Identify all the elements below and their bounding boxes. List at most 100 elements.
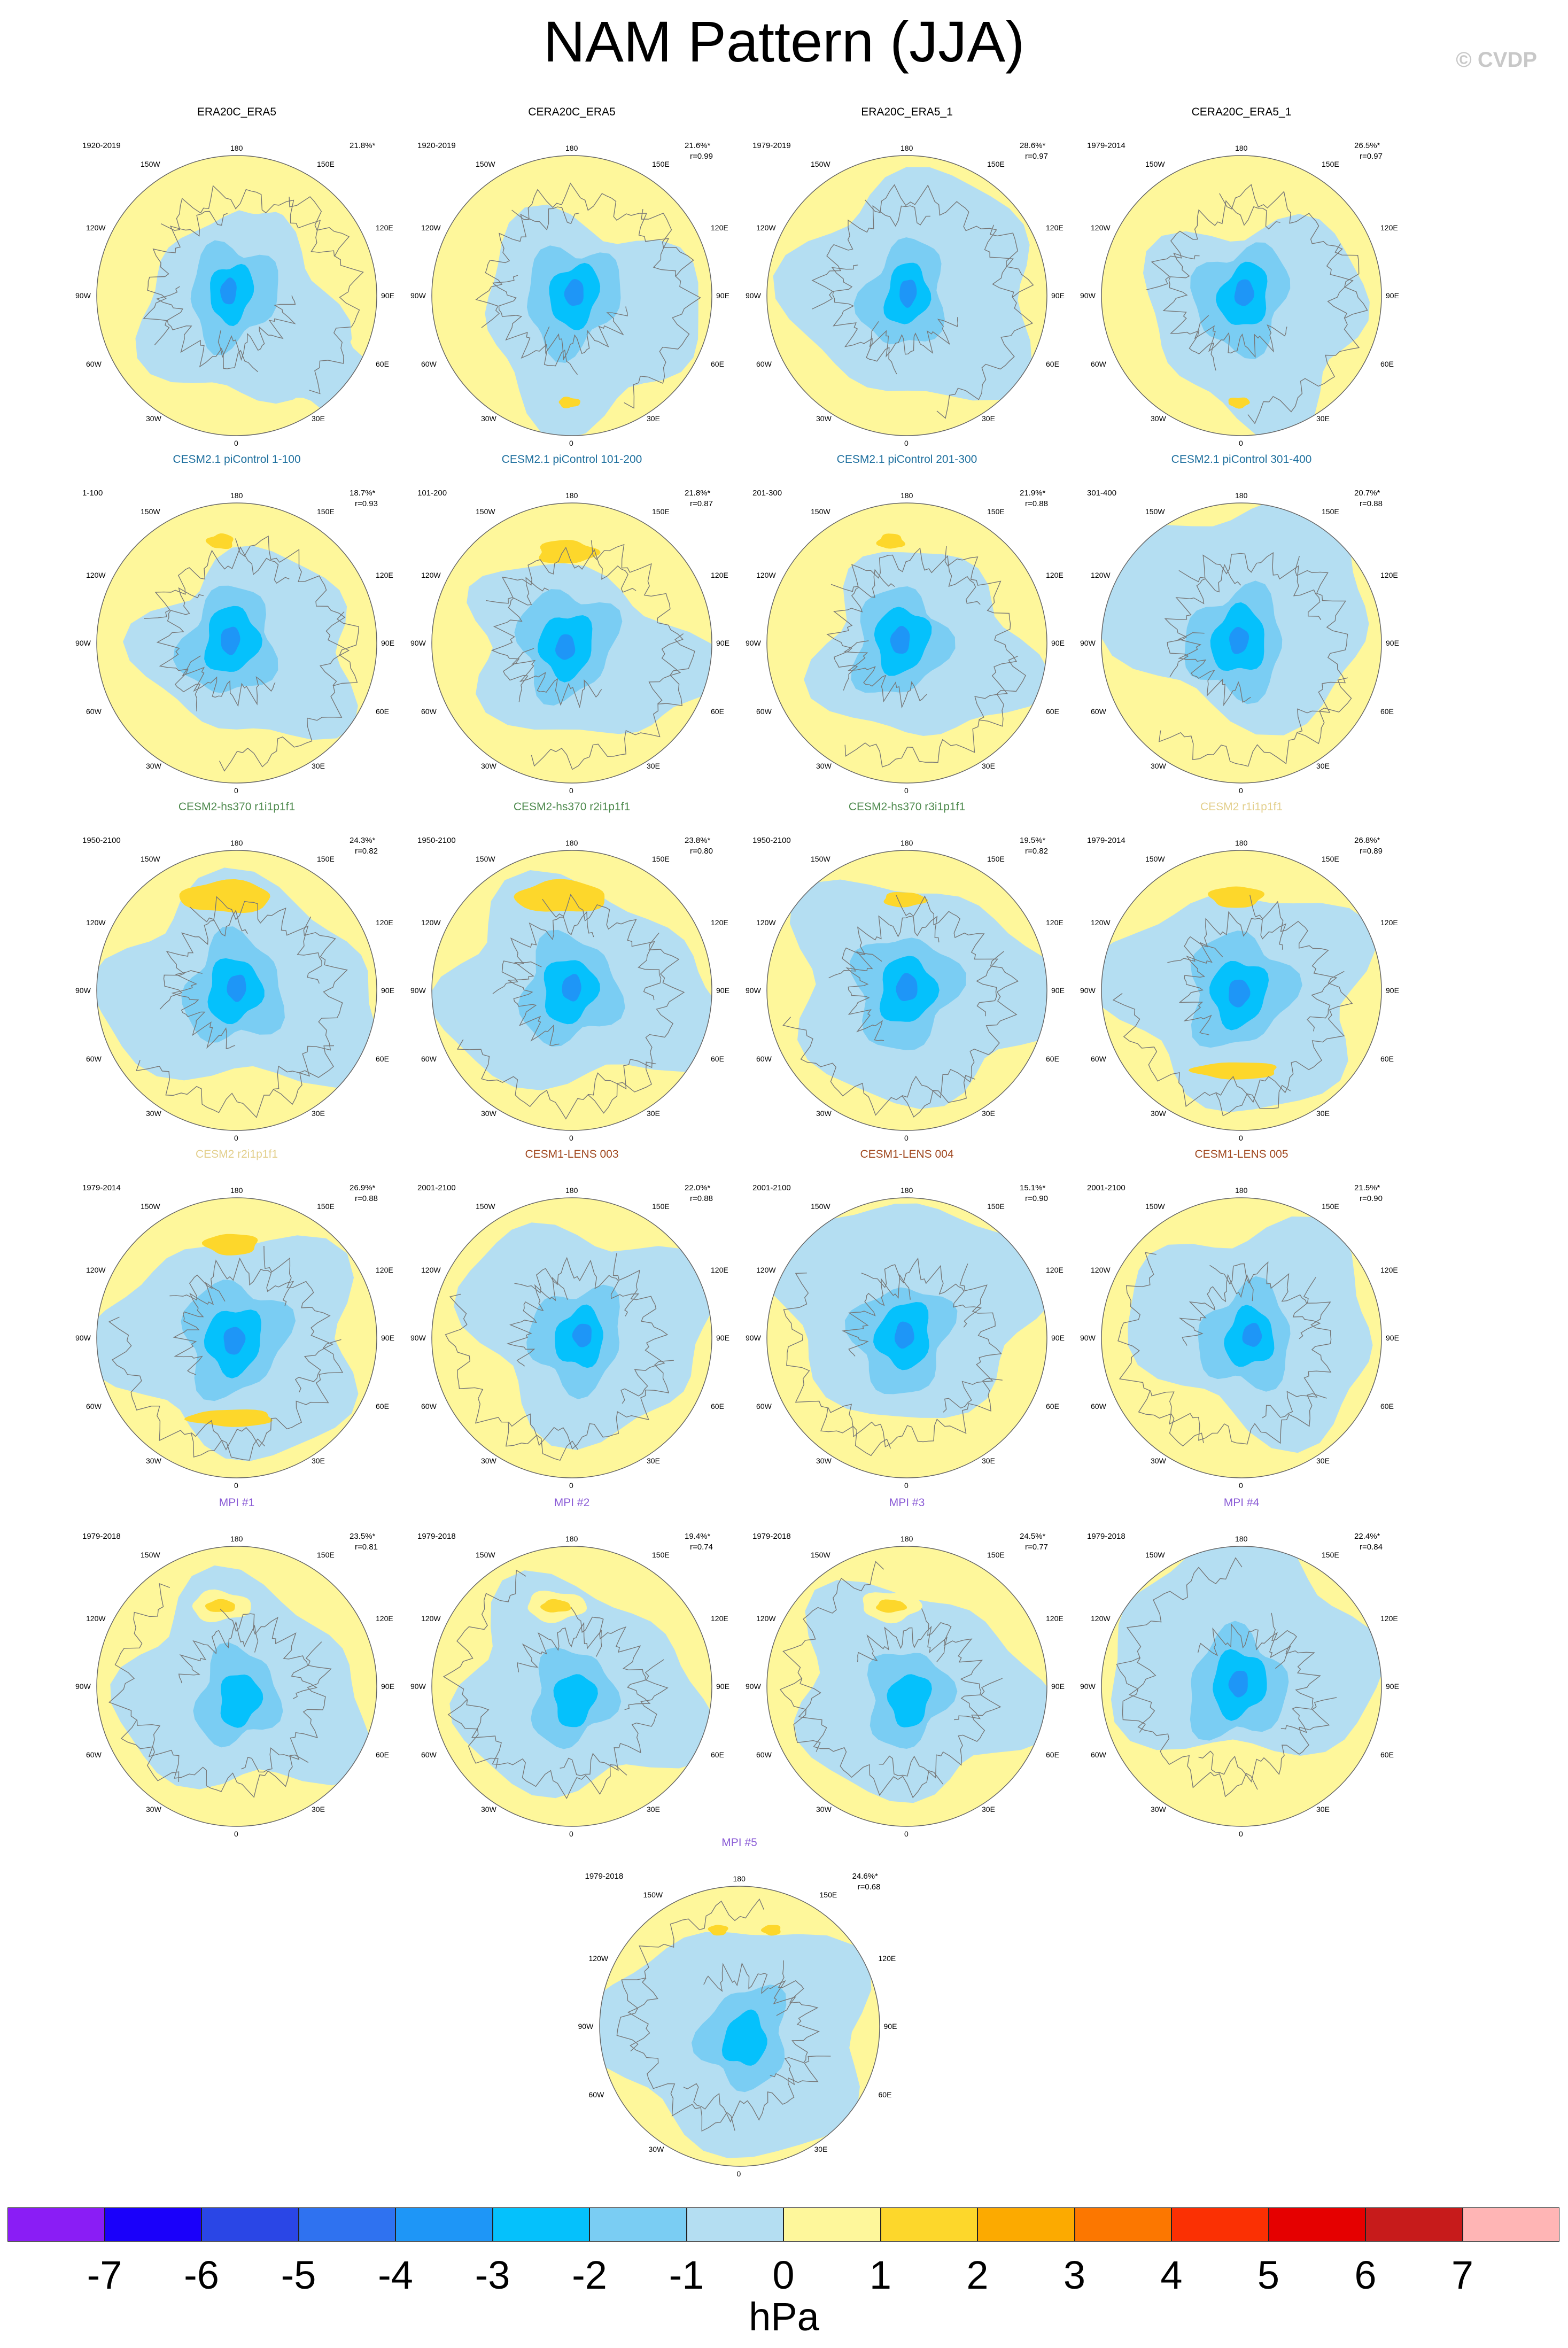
panel-variance-percent: 26.5%* [1354, 141, 1380, 150]
longitude-label: 30E [647, 1805, 660, 1814]
coastline [703, 1962, 796, 2016]
panel-title: ERA20C_ERA5 [197, 106, 277, 118]
longitude-label: 30E [1316, 1456, 1330, 1465]
panel-variance-percent: 21.5%* [1354, 1183, 1380, 1192]
longitude-label: 120W [588, 1954, 609, 1963]
longitude-label: 120E [376, 1266, 393, 1274]
positive-anomaly-contour [539, 540, 601, 563]
longitude-label: 150E [987, 1202, 1005, 1211]
map-panel: CESM2 r2i1p1f1 1979-2014 26.9%* r=0.88 180 0 9… [69, 1148, 404, 1490]
coastline [263, 1245, 333, 1393]
map-boundary [766, 1546, 1047, 1827]
panel-period: 1979-2018 [752, 1532, 791, 1541]
panel-title: CESM1-LENS 005 [1194, 1148, 1288, 1160]
panel-title: ERA20C_ERA5_1 [861, 106, 953, 118]
longitude-label: 180 [230, 1186, 243, 1195]
colorbar-swatch [201, 2207, 299, 2242]
longitude-label: 60W [421, 1055, 437, 1063]
longitude-label: 90W [746, 1682, 761, 1691]
panel-period: 301-400 [1087, 489, 1117, 498]
map-boundary [431, 1197, 712, 1478]
panel-period: 1979-2014 [1087, 141, 1125, 150]
longitude-label: 120E [1046, 1614, 1064, 1623]
coastline [492, 275, 578, 375]
coastline [683, 2055, 830, 2123]
longitude-label: 90E [716, 291, 729, 300]
longitude-label: 0 [1239, 439, 1243, 447]
coastline [289, 196, 364, 394]
longitude-label: 60W [588, 2090, 604, 2099]
colorbar-swatch [395, 2207, 493, 2242]
longitude-label: 60E [1380, 707, 1394, 716]
longitude-label: 30E [312, 1456, 325, 1465]
longitude-label: 120W [1091, 223, 1111, 232]
positive-anomaly-contour [558, 397, 580, 408]
longitude-label: 90W [1080, 639, 1096, 647]
longitude-label: 150W [811, 1551, 830, 1559]
coastline [1294, 556, 1348, 733]
coastline [798, 1678, 944, 1799]
panel-period: 1950-2100 [417, 836, 456, 845]
panel-variance-percent: 21.6%* [685, 141, 711, 150]
longitude-label: 30E [312, 414, 325, 423]
longitude-label: 60E [376, 360, 389, 368]
longitude-label: 150W [476, 1551, 495, 1559]
longitude-label: 30E [1316, 414, 1330, 423]
coastline [616, 1898, 764, 2052]
colorbar-swatch [104, 2207, 201, 2242]
positive-anomaly-contour [760, 1925, 781, 1936]
longitude-label: 180 [901, 491, 913, 500]
negative-anomaly-contour [721, 2009, 767, 2066]
longitude-label: 60W [1091, 360, 1106, 368]
panel-variance-percent: 23.8%* [685, 836, 711, 845]
polar-map [431, 502, 712, 784]
coastline [171, 970, 236, 1049]
longitude-label: 150W [476, 160, 495, 168]
panel-variance-percent: 18.7%* [350, 489, 376, 498]
coastline [896, 895, 999, 1017]
longitude-label: 90E [1386, 1334, 1399, 1342]
longitude-label: 120W [1091, 1266, 1111, 1274]
longitude-label: 120E [1046, 571, 1064, 579]
longitude-label: 180 [565, 1535, 578, 1543]
longitude-label: 90W [746, 1334, 761, 1342]
longitude-label: 150W [1145, 1202, 1165, 1211]
longitude-label: 150W [1145, 507, 1165, 516]
panel-title: CESM2-hs370 r2i1p1f1 [513, 801, 631, 813]
map-panel: CESM1-LENS 003 2001-2100 22.0%* r=0.88 180 0 9… [405, 1148, 739, 1490]
map-panel: CESM2 r1i1p1f1 1979-2014 26.8%* r=0.89 180 0 9… [1074, 801, 1409, 1143]
longitude-label: 150W [141, 855, 160, 863]
polar-map [1101, 155, 1382, 436]
panel-title: CESM1-LENS 004 [860, 1148, 954, 1160]
colorbar-tick: -6 [184, 2253, 219, 2297]
negative-anomaly-contour [896, 973, 918, 1002]
longitude-label: 30W [146, 1805, 161, 1814]
panel-title: MPI #3 [889, 1497, 925, 1509]
longitude-label: 180 [1235, 1186, 1248, 1195]
longitude-label: 60E [376, 1750, 389, 1759]
colorbar-tick: -3 [475, 2253, 510, 2297]
negative-anomaly-contour [572, 1323, 592, 1347]
longitude-label: 150E [1322, 855, 1339, 863]
panel-pattern-correlation: r=0.93 [355, 499, 378, 508]
longitude-label: 60W [421, 1750, 437, 1759]
panel-title: MPI #5 [721, 1836, 757, 1849]
map-boundary [431, 850, 712, 1131]
panel-pattern-correlation: r=0.97 [1360, 152, 1383, 161]
colorbar-swatch [492, 2207, 589, 2242]
panel-pattern-correlation: r=0.90 [1025, 1194, 1048, 1203]
coastline [1150, 1390, 1327, 1445]
colorbar-tick: -5 [281, 2253, 316, 2297]
colorbar-swatch [1365, 2207, 1463, 2242]
longitude-label: 30E [982, 1109, 995, 1118]
longitude-label: 90E [883, 2022, 897, 2031]
longitude-label: 30E [1316, 1109, 1330, 1118]
map-boundary [1101, 1197, 1382, 1478]
map-panel: CESM2.1 piControl 301-400 301-400 20.7%* r=… [1074, 453, 1409, 795]
longitude-label: 120E [1046, 1266, 1064, 1274]
coastline [220, 1608, 318, 1699]
longitude-label: 150W [141, 507, 160, 516]
coastline [845, 951, 884, 1041]
negative-anomaly-contour [555, 634, 576, 660]
positive-anomaly-contour [876, 1599, 907, 1613]
